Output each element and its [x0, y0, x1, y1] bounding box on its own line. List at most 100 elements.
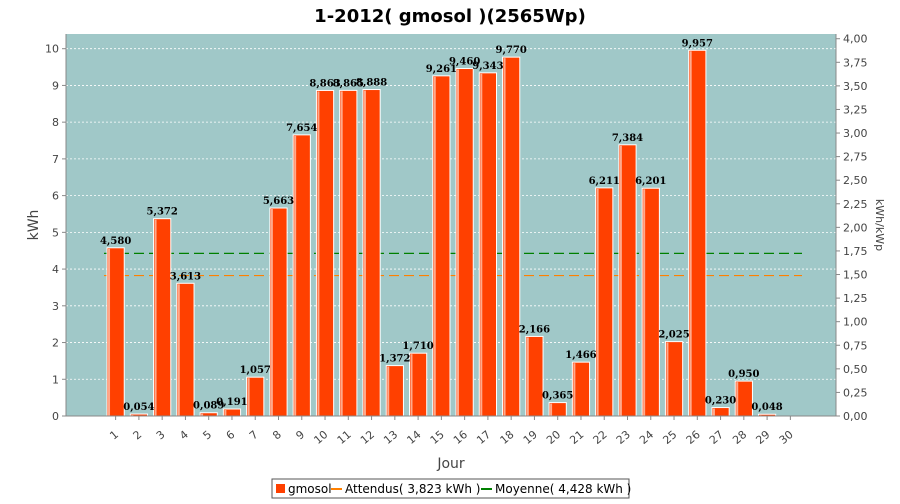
y-tick-label: 4	[52, 263, 59, 276]
data-label: 5,663	[263, 196, 294, 207]
data-label: 9,460	[449, 57, 480, 68]
x-tick-label: 26	[684, 428, 703, 447]
x-tick-label: 20	[544, 428, 563, 447]
bar-highlight	[294, 135, 297, 417]
x-tick-label: 15	[428, 428, 447, 447]
y-tick-label: 1	[52, 373, 59, 386]
data-label: 0,089	[193, 401, 224, 412]
x-axis-ticks: 1 2 3 4 5 6 7 8 9 10 11 12 13 14 15 16 17 18 19 20 21 22 23 24 2…	[107, 416, 796, 447]
x-axis-label: Jour	[436, 456, 465, 472]
axes	[65, 34, 837, 417]
y-right-tick-label: 2,00	[843, 221, 868, 234]
data-label: 1,466	[565, 350, 596, 361]
data-label: 7,654	[286, 123, 317, 134]
bar-highlight	[666, 342, 669, 416]
data-label: 8,863	[309, 78, 340, 89]
y-right-tick-label: 0,50	[843, 363, 868, 376]
data-label: 1,710	[402, 341, 433, 352]
x-tick-label: 16	[451, 428, 470, 447]
bar-highlight	[154, 219, 157, 416]
data-label: 9,770	[496, 45, 527, 56]
bars	[106, 49, 777, 417]
bar-highlight	[526, 337, 529, 416]
data-label: 6,211	[589, 176, 620, 187]
bar-highlight	[247, 378, 250, 416]
data-label: 7,384	[612, 133, 643, 144]
x-tick-label: 23	[614, 428, 633, 447]
data-label: 0,054	[123, 402, 154, 413]
data-label: 0,365	[542, 391, 573, 402]
y-tick-label: 0	[52, 410, 59, 423]
y-right-tick-label: 0,00	[843, 410, 868, 423]
bar-highlight	[643, 189, 646, 416]
y-right-tick-label: 2,25	[843, 198, 868, 211]
data-label: 1,372	[379, 354, 410, 365]
y-tick-label: 5	[52, 226, 59, 239]
x-tick-label: 18	[498, 428, 517, 447]
y-right-tick-label: 3,75	[843, 56, 868, 69]
y-right-tick-label: 0,75	[843, 339, 868, 352]
bar-highlight	[177, 284, 180, 416]
y-right-tick-label: 1,25	[843, 292, 868, 305]
data-label: 0,230	[705, 396, 736, 407]
y-tick-label: 8	[52, 116, 59, 129]
x-tick-label: 17	[474, 428, 493, 447]
x-tick-label: 24	[637, 428, 656, 447]
x-tick-label: 5	[200, 428, 214, 442]
data-label: 9,261	[426, 64, 457, 75]
x-tick-label: 10	[311, 428, 330, 447]
bar-highlight	[387, 366, 390, 416]
bar-highlight	[619, 145, 622, 416]
x-tick-label: 2	[131, 428, 145, 442]
bar-highlight	[736, 382, 739, 416]
y-axis-right-label: kWh/kWp	[873, 199, 886, 251]
data-label: 1,057	[240, 365, 271, 376]
x-tick-label: 7	[247, 428, 261, 442]
data-label: 9,957	[682, 38, 713, 49]
y-tick-label: 7	[52, 153, 59, 166]
reference-lines	[104, 252, 802, 277]
x-tick-label: 30	[777, 428, 796, 447]
x-tick-label: 9	[293, 428, 307, 442]
x-tick-label: 8	[270, 428, 284, 442]
x-tick-label: 21	[567, 428, 586, 447]
y-right-tick-label: 4,00	[843, 33, 868, 46]
y-right-tick-label: 1,75	[843, 245, 868, 258]
y-tick-label: 3	[52, 300, 59, 313]
x-tick-label: 6	[224, 428, 238, 442]
data-label: 9,343	[472, 61, 503, 72]
y-tick-label: 6	[52, 190, 59, 203]
data-label: 6,201	[635, 176, 666, 187]
legend-label-moyenne: Moyenne( 4,428 kWh )	[495, 482, 631, 496]
y-right-tick-label: 1,00	[843, 316, 868, 329]
bar-highlight	[340, 91, 343, 417]
y-tick-label: 2	[52, 337, 59, 350]
bar-highlight	[270, 208, 273, 416]
bar-highlight	[573, 363, 576, 416]
legend: gmosol Attendus( 3,823 kWh ) Moyenne( 4,…	[271, 478, 631, 499]
y-tick-label: 10	[45, 43, 59, 56]
y-right-tick-label: 1,50	[843, 269, 868, 282]
x-tick-label: 27	[707, 428, 726, 447]
y-right-tick-label: 3,50	[843, 80, 868, 93]
x-tick-label: 25	[660, 428, 679, 447]
y-right-tick-label: 3,25	[843, 103, 868, 116]
x-tick-label: 22	[591, 428, 610, 447]
y-right-tick-label: 0,25	[843, 386, 868, 399]
bar-highlight	[433, 76, 436, 416]
data-label: 8,888	[356, 78, 387, 89]
legend-label-gmosol: gmosol	[288, 482, 332, 496]
data-label: 3,613	[170, 271, 201, 282]
data-label: 0,048	[751, 402, 782, 413]
y-right-tick-label: 2,75	[843, 151, 868, 164]
bar-highlight	[201, 413, 204, 416]
bar-highlight	[596, 188, 599, 416]
x-tick-label: 3	[154, 428, 168, 442]
bar-highlight	[550, 403, 553, 416]
x-tick-label: 1	[107, 428, 121, 442]
bar-highlight	[224, 409, 227, 416]
legend-label-attendus: Attendus( 3,823 kWh )	[345, 482, 480, 496]
y-axis-right-ticks: 0,00 0,25 0,50 0,75 1,00 1,25 1,50 1,75 2,00 2,25…	[836, 33, 868, 423]
data-label: 5,372	[147, 207, 178, 218]
